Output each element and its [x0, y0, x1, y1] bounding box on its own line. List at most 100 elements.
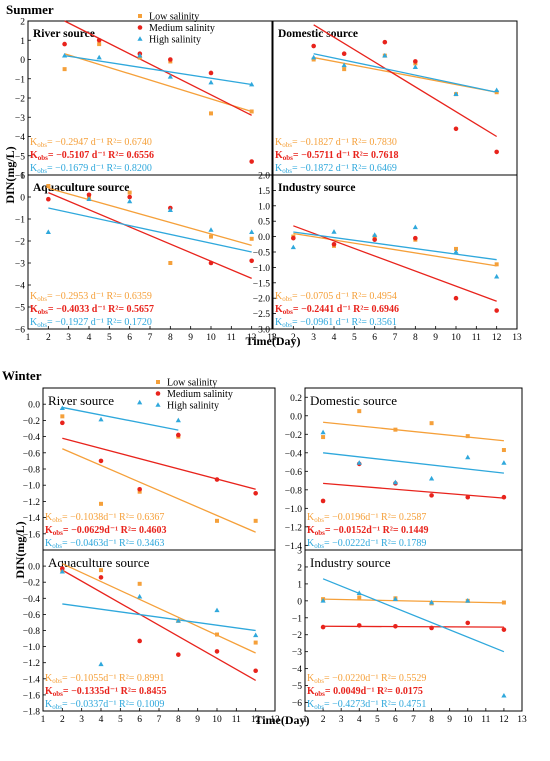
x-tick-label: 3 [311, 333, 316, 343]
y-tick-label: 0 [20, 194, 25, 204]
y-tick-label: −1.2 [23, 498, 40, 508]
y-tick-label: −1.8 [23, 708, 40, 718]
point-medium [320, 624, 326, 630]
point-low [99, 501, 103, 506]
point-high [98, 661, 104, 667]
point-low [253, 518, 258, 523]
point-medium [86, 192, 92, 198]
point-medium [453, 126, 459, 132]
point-medium [413, 59, 418, 64]
point-high [167, 74, 173, 79]
point-medium [356, 623, 362, 628]
x-tick-label: 10 [451, 333, 461, 343]
point-medium [253, 668, 258, 674]
kobs-annotation-low: Kobs= −0.1055d⁻¹ R²= 0.8991 [45, 673, 164, 685]
y-tick-label: 1 [20, 172, 25, 182]
point-medium [60, 566, 65, 571]
point-high [59, 405, 65, 411]
point-high [208, 227, 214, 232]
y-tick-label: −0.8 [285, 486, 302, 496]
point-high [453, 91, 459, 96]
y-tick-label: −0.6 [285, 468, 302, 478]
kobs-annotation-medium: Kobs= −0.4033 d⁻¹ R²= 0.5657 [30, 304, 154, 316]
point-high [465, 454, 471, 460]
point-medium [372, 237, 377, 242]
kobs-annotation-high: Kobs= −0.1872 d⁻¹ R²= 0.6469 [275, 163, 397, 175]
x-tick-label: 12 [251, 715, 261, 725]
point-medium [208, 260, 214, 266]
panel-summer-aquaculture: 10−1−2−3−4−5−61 2 3 4 5 6 7 8 9 10 11 12 13Aquacultu… [15, 172, 277, 344]
point-medium [429, 493, 434, 498]
x-tick-label: 1 [303, 715, 308, 725]
fit-line-medium [64, 20, 252, 116]
x-tick-label: 10 [206, 333, 216, 343]
y-tick-label: 1 [297, 580, 302, 590]
point-medium [214, 477, 220, 482]
x-tick-label: 11 [481, 715, 490, 725]
point-high [249, 229, 255, 234]
y-tick-label: −1 [15, 216, 25, 226]
legend-marker-low [156, 380, 160, 384]
point-high [392, 479, 399, 485]
point-high [331, 229, 337, 234]
point-medium [249, 159, 254, 164]
x-tick-label: 4 [87, 333, 92, 343]
point-medium [341, 51, 347, 57]
fit-line-low [62, 448, 256, 533]
x-tick-label: 10 [212, 715, 222, 725]
x-tick-label: 8 [429, 715, 434, 725]
point-medium [96, 37, 102, 43]
kobs-annotation-medium: Kobs= −0.0629d⁻¹ R²= 0.4603 [45, 525, 167, 537]
point-high [175, 618, 181, 623]
x-tick-label: 11 [227, 333, 236, 343]
kobs-annotation-medium: Kobs= −0.5107 d⁻¹ R²= 0.6556 [30, 150, 154, 162]
fit-line-low [323, 598, 504, 604]
point-high [412, 224, 418, 230]
legend-label: Low salinity [149, 12, 199, 23]
point-medium [331, 242, 337, 247]
point-medium [393, 623, 398, 629]
y-tick-label: −6 [15, 172, 25, 182]
point-low [60, 414, 65, 419]
point-low [501, 600, 506, 605]
point-medium [320, 498, 326, 504]
y-tick-label: −1.2 [23, 659, 40, 669]
fit-line-high [323, 452, 504, 474]
fit-line-low [293, 232, 497, 267]
kobs-annotation-low: Kobs= −0.2947 d⁻¹ R²= 0.6740 [30, 137, 152, 149]
y-tick-label: −1.0 [285, 505, 302, 515]
point-low [127, 190, 132, 195]
y-tick-label: −1 [292, 614, 302, 624]
kobs-annotation-low: Kobs= −0.0705 d⁻¹ R²= 0.4954 [275, 291, 397, 303]
kobs-annotation-medium: Kobs= 0.0049d⁻¹ R²= 0.0175 [307, 686, 423, 698]
point-low [168, 261, 173, 265]
point-high [382, 52, 388, 58]
point-high [356, 590, 362, 596]
point-low [357, 409, 362, 414]
y-tick-label: −0.8 [23, 466, 40, 476]
legend-marker-medium [137, 25, 143, 30]
fit-line-high [62, 603, 256, 632]
fit-line-medium [313, 24, 498, 138]
point-high [412, 64, 418, 69]
kobs-annotation-low: Kobs= −0.1038d⁻¹ R²= 0.6367 [45, 512, 164, 524]
panel-title: Aquaculture source [48, 555, 150, 570]
y-tick-label: −1.0 [253, 264, 270, 274]
panel-winter-domestic: 0.2 0.0 −0.2 −0.4 −0.6 −0.8 −1.0 −1.2 −1.4 Domest… [285, 387, 523, 552]
point-low [357, 595, 362, 600]
kobs-annotation-low: Kobs= −0.1827 d⁻¹ R²= 0.7830 [275, 137, 397, 149]
x-tick-label: 5 [118, 715, 123, 725]
point-medium [137, 486, 142, 492]
point-low [454, 246, 458, 251]
x-tick-label: 7 [393, 333, 398, 343]
kobs-annotation-medium: Kobs= −0.0152d⁻¹ R²= 0.1449 [307, 525, 429, 537]
y-tick-label: −3 [15, 260, 25, 270]
fit-line-high [322, 578, 505, 653]
section-title-0: Summer [6, 2, 54, 17]
x-tick-label: 6 [372, 333, 377, 343]
panel-title: River source [33, 28, 95, 40]
point-medium [168, 57, 173, 62]
point-medium [494, 149, 499, 155]
point-medium [214, 649, 220, 654]
